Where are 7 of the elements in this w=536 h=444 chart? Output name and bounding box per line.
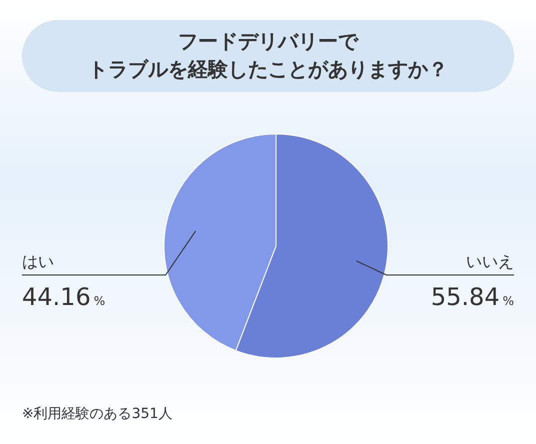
slice-label: いいえ	[466, 252, 514, 271]
text: ※利用経験のある351人	[22, 406, 172, 422]
data-label: 55.84%	[430, 283, 514, 311]
chart-subtitle: トラブルを経験したことがありますか？	[88, 57, 448, 81]
slice-label: はい	[22, 252, 54, 271]
chart-title: フードデリバリーで	[178, 29, 359, 53]
data-label: 44.16%	[22, 283, 106, 311]
